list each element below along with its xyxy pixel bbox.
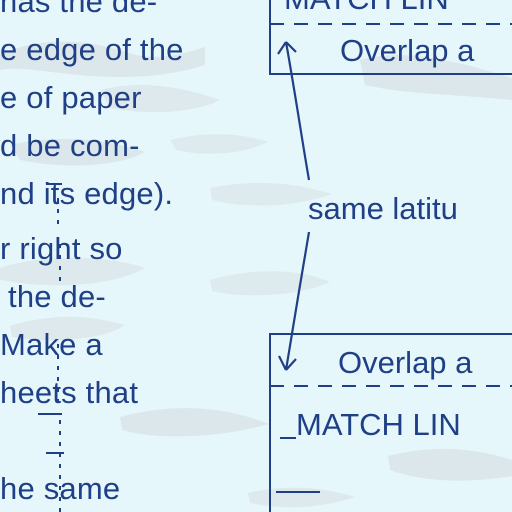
paragraph-line-6: r right so — [0, 231, 123, 266]
left-dotted-guide — [57, 198, 61, 512]
top-sheet-box — [269, 0, 512, 75]
paragraph-line-3: e of paper — [0, 80, 142, 115]
overlap-label-top: Overlap a — [340, 33, 475, 68]
bottom-sheet-box — [269, 333, 512, 512]
overlap-label-bottom: Overlap a — [338, 345, 473, 380]
latitude-arrow-down-head — [278, 355, 297, 371]
paragraph-line-8: Make a — [0, 327, 103, 362]
paragraph-line-1: has the de- — [0, 0, 158, 19]
same-latitude-label: same latitu — [308, 191, 458, 226]
latitude-arrow-up — [284, 41, 311, 181]
paragraph-line-5: nd its edge). — [0, 176, 174, 211]
left-guide-ticks — [38, 183, 64, 454]
paragraph-line-4: d be com- — [0, 128, 140, 163]
match-line-top: MATCH LIN — [284, 0, 449, 14]
latitude-arrow-down — [284, 231, 311, 371]
latitude-arrow-up-head — [277, 41, 297, 55]
paragraph-line-9: heets that — [0, 375, 139, 410]
match-line-bottom: MATCH LIN — [296, 407, 461, 442]
paragraph-line-2: e edge of the — [0, 32, 184, 67]
paragraph-line-7: the de- — [8, 279, 106, 314]
